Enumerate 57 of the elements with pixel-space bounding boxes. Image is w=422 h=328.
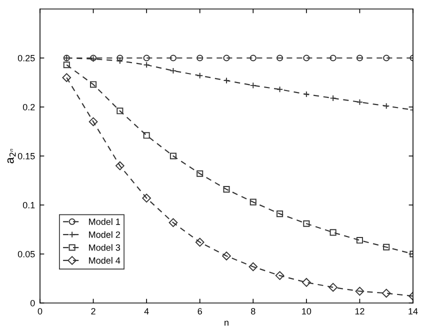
- y-tick-label: 0.15: [18, 152, 35, 160]
- point: [88, 117, 98, 126]
- point: [303, 220, 310, 227]
- x-tick-label: 8: [251, 308, 256, 314]
- point: [196, 170, 204, 177]
- point: [356, 237, 363, 244]
- x-tick-label: 10: [302, 308, 312, 314]
- point: [170, 152, 176, 160]
- point: [62, 73, 72, 82]
- legend-label: Model 2: [89, 231, 120, 238]
- point: [195, 238, 204, 247]
- x-tick-label: 0: [38, 308, 42, 314]
- point: [222, 252, 231, 260]
- point: [143, 54, 150, 62]
- y-tick-label: 0.05: [18, 250, 35, 258]
- point: [382, 288, 391, 298]
- x-tick-label: 2: [91, 308, 96, 314]
- point: [330, 54, 336, 62]
- y-tick-label: 0: [30, 300, 35, 306]
- x-tick-label: 4: [144, 308, 149, 314]
- point: [116, 54, 124, 62]
- point: [275, 271, 284, 280]
- point: [223, 186, 230, 193]
- point: [63, 62, 70, 68]
- point: [330, 229, 336, 236]
- point: [355, 286, 364, 296]
- point: [383, 54, 390, 62]
- legend-label: Model 4: [89, 257, 120, 264]
- point: [276, 210, 284, 218]
- point: [116, 108, 124, 114]
- point: [356, 54, 363, 62]
- point: [142, 194, 151, 203]
- point: [116, 161, 124, 170]
- point: [303, 54, 310, 62]
- y-axis-title: a$_{2ⁿ}$: [7, 148, 16, 164]
- x-tick-label: 14: [408, 308, 418, 314]
- point: [90, 81, 97, 88]
- point: [250, 198, 256, 206]
- y-tick-label: 0.2: [22, 104, 35, 110]
- x-axis-title: n: [224, 320, 228, 326]
- point: [276, 54, 284, 62]
- point: [168, 218, 178, 228]
- point: [223, 54, 230, 62]
- y-tick-label: 0.1: [22, 202, 35, 208]
- point: [328, 282, 338, 292]
- point: [250, 54, 256, 62]
- legend-label: Model 3: [89, 244, 120, 251]
- point: [383, 244, 390, 250]
- point: [302, 278, 311, 287]
- point: [196, 54, 204, 62]
- point: [170, 54, 176, 62]
- y-tick-label: 0.25: [18, 54, 35, 62]
- legend-label: Model 1: [89, 218, 120, 225]
- point: [143, 132, 150, 139]
- x-tick-label: 6: [198, 308, 202, 314]
- point: [248, 262, 258, 272]
- x-tick-label: 12: [355, 308, 364, 314]
